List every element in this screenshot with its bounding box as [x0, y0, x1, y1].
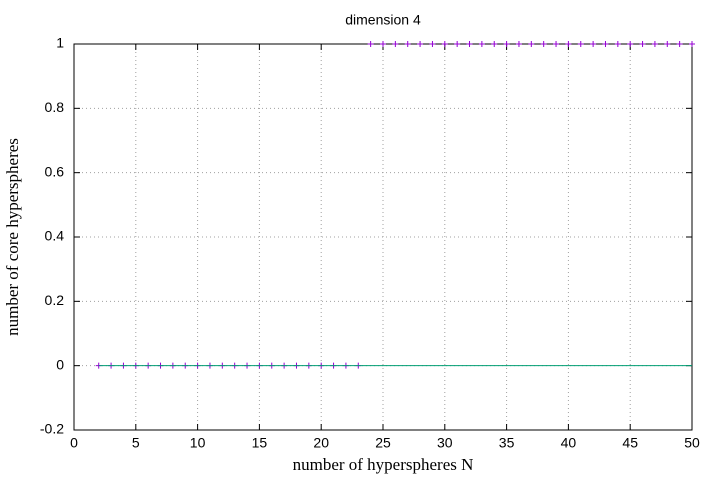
point [553, 41, 560, 47]
y-tick-label: 1 [56, 35, 64, 51]
point [466, 41, 473, 47]
point [627, 41, 634, 47]
x-tick-label: 30 [437, 435, 453, 451]
point [540, 41, 547, 47]
x-tick-label: 50 [684, 435, 700, 451]
y-tick-label: -0.2 [40, 421, 64, 437]
point [380, 41, 386, 47]
x-tick-label: 5 [132, 435, 140, 451]
y-tick-label: 0.6 [45, 163, 65, 179]
point [676, 41, 683, 47]
x-tick-label: 0 [70, 435, 78, 451]
y-tick-label: 0 [56, 356, 64, 372]
chart-title: dimension 4 [345, 12, 421, 28]
x-tick-label: 40 [561, 435, 577, 451]
x-tick-label: 10 [190, 435, 206, 451]
point [491, 41, 498, 47]
point [639, 41, 646, 47]
point [528, 41, 535, 47]
point [404, 41, 411, 47]
point [417, 41, 424, 47]
x-tick-label: 25 [375, 435, 391, 451]
point [590, 41, 597, 47]
point [689, 41, 695, 47]
point [392, 41, 399, 47]
point [602, 41, 609, 47]
x-tick-label: 35 [499, 435, 515, 451]
point [664, 41, 671, 47]
point [651, 41, 658, 47]
point [478, 41, 485, 47]
point [577, 41, 584, 47]
point [515, 41, 522, 47]
y-tick-label: 0.8 [45, 99, 65, 115]
point [503, 41, 510, 47]
point [565, 41, 572, 47]
x-axis-label: number of hyperspheres N [293, 455, 474, 474]
point [367, 41, 374, 47]
point [429, 41, 436, 47]
y-tick-label: 0.2 [45, 292, 65, 308]
point [614, 41, 621, 47]
x-tick-label: 20 [313, 435, 329, 451]
y-axis-label: number of core hyperspheres [3, 138, 22, 336]
point [454, 41, 461, 47]
point [441, 41, 448, 47]
x-tick-label: 45 [622, 435, 638, 451]
x-tick-label: 15 [252, 435, 268, 451]
y-tick-label: 0.4 [45, 228, 65, 244]
